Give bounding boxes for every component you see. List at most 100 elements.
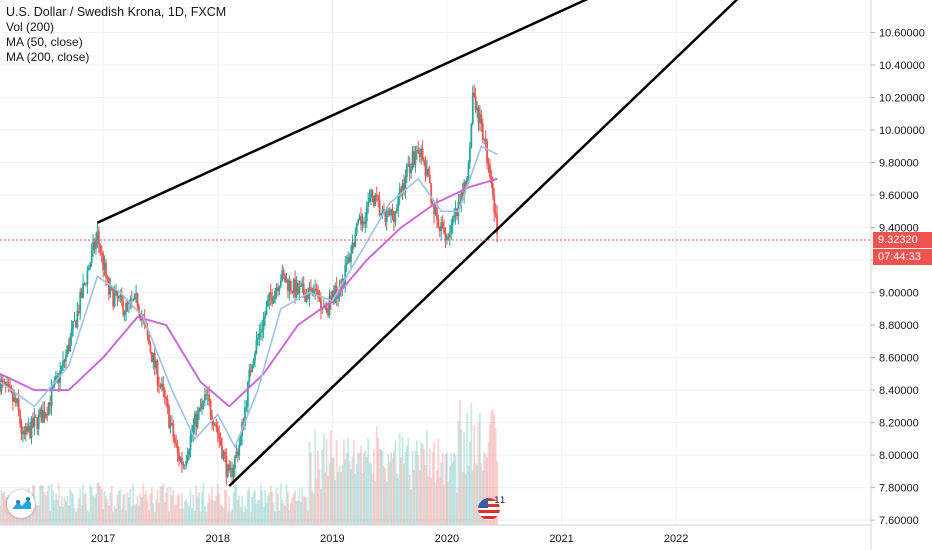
volume-bar	[53, 500, 56, 525]
volume-bar	[52, 490, 54, 525]
candle-body	[450, 225, 453, 234]
candle-body	[294, 279, 297, 298]
volume-bar	[301, 487, 304, 525]
candle-body	[391, 209, 394, 216]
us-flag-icon[interactable]	[478, 498, 500, 520]
volume-bar	[315, 478, 318, 525]
volume-bar	[390, 452, 392, 525]
volume-bar	[107, 505, 110, 525]
time-axis[interactable]: 2017 2018 2019 2020 2021 2022	[91, 533, 689, 545]
volume-bar	[266, 495, 269, 525]
volume-bar	[289, 502, 292, 525]
candle-body	[407, 163, 410, 165]
volume-bar	[232, 492, 235, 525]
volume-bar	[199, 511, 202, 525]
trendline[interactable]	[96, 0, 596, 224]
volume-bar	[489, 424, 491, 525]
volume-bar	[430, 477, 433, 525]
price-axis[interactable]: 7.60000 7.80000 8.00000 8.20000 8.40000 8.600…	[871, 28, 925, 528]
candle-body	[411, 151, 414, 169]
volume-bar	[109, 491, 112, 525]
volume-bar	[335, 440, 338, 525]
volume-bar	[70, 491, 73, 525]
candle-body	[355, 223, 358, 234]
candle-body	[447, 236, 450, 238]
candle-body	[16, 398, 19, 404]
candle-body	[218, 433, 221, 439]
candle-body	[461, 192, 464, 197]
volume-bar	[6, 496, 9, 525]
volume-bar	[83, 494, 86, 525]
candle-body	[79, 291, 82, 314]
legend-volume[interactable]: Vol (200)	[6, 20, 55, 34]
candle-body	[106, 277, 109, 279]
candle-body	[299, 285, 302, 287]
volume-bar	[136, 495, 139, 525]
candle-body	[232, 468, 235, 477]
volume-bar	[73, 508, 76, 525]
volume-bar	[494, 428, 497, 525]
volume-bar	[341, 464, 344, 525]
volume-bar	[213, 501, 216, 525]
volume-bar	[265, 503, 268, 525]
volume-bar	[246, 490, 249, 525]
volume-bar	[434, 482, 437, 525]
volume-bar	[126, 492, 129, 525]
tradingview-logo-icon[interactable]	[7, 490, 35, 518]
price-tick-label: 9.80000	[879, 158, 919, 170]
candle-body	[172, 423, 175, 438]
candle-body	[228, 464, 231, 471]
legend-ma200[interactable]: MA (200, close)	[6, 50, 90, 64]
candle-body	[208, 394, 211, 402]
volume-bar	[80, 505, 83, 525]
candle-body	[440, 222, 443, 232]
candle-body	[54, 376, 57, 381]
volume-bar	[209, 499, 212, 525]
volume-bar	[56, 499, 59, 525]
candle-body	[221, 445, 223, 459]
candle-body	[83, 283, 86, 285]
volume-bar	[125, 510, 127, 525]
candle-body	[158, 384, 160, 386]
candle-body	[324, 306, 327, 308]
candle-body	[433, 203, 435, 214]
legend-ma50[interactable]: MA (50, close)	[6, 35, 83, 49]
trendline[interactable]	[228, 0, 745, 487]
candle-body	[265, 306, 268, 316]
volume-bar	[291, 497, 294, 525]
volume-bar	[394, 440, 397, 525]
volume-bar	[395, 473, 398, 525]
candle-body	[423, 159, 425, 163]
candle-body	[418, 153, 421, 158]
candle-body	[173, 437, 176, 443]
candle-body	[60, 366, 63, 371]
candle-body	[367, 201, 370, 207]
candle-body	[487, 163, 490, 166]
volume-bar	[461, 472, 464, 525]
symbol-title[interactable]: U.S. Dollar / Swedish Krona, 1D, FXCM	[6, 5, 227, 19]
volume-bar	[372, 448, 375, 525]
volume-bar	[404, 451, 407, 525]
candle-body	[285, 279, 288, 283]
volume-bar	[400, 457, 403, 525]
candle-body	[330, 295, 332, 301]
volume-bar	[118, 490, 120, 525]
candle-body	[430, 183, 433, 203]
volume-bar	[102, 509, 105, 525]
candle-body	[119, 294, 122, 298]
candle-body	[352, 242, 355, 247]
trendlines[interactable]	[96, 0, 745, 487]
candle-body	[97, 231, 100, 245]
volume-bar	[133, 504, 136, 525]
volume-bar	[496, 461, 499, 525]
volume-bar	[215, 496, 218, 525]
volume-bar	[228, 496, 231, 525]
volume-bar	[308, 441, 311, 525]
candle-body	[398, 188, 401, 196]
time-tick-label: 2021	[549, 533, 573, 545]
volume-bar	[271, 491, 274, 525]
candle-body	[77, 311, 80, 314]
candle-body	[201, 402, 203, 409]
candle-body	[258, 332, 261, 338]
